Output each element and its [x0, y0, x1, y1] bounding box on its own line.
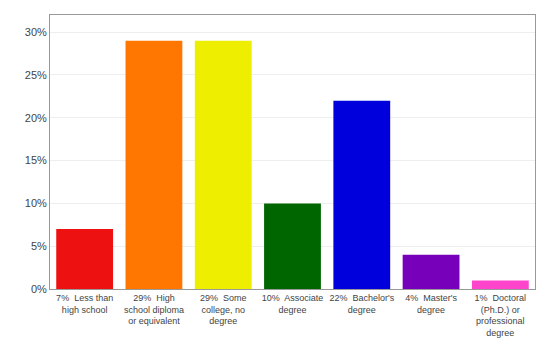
svg-text:15%: 15% — [25, 154, 47, 166]
svg-text:29% Highschool diplomaor equi: 29% Highschool diplomaor equivalent — [124, 293, 184, 326]
svg-text:29% Somecollege, nodegree: 29% Somecollege, nodegree — [200, 293, 247, 326]
svg-text:22% Bachelor'sdegree: 22% Bachelor'sdegree — [329, 293, 394, 315]
svg-text:25%: 25% — [25, 69, 47, 81]
svg-text:10%: 10% — [25, 197, 47, 209]
svg-text:0%: 0% — [31, 283, 47, 295]
svg-text:5%: 5% — [31, 240, 47, 252]
svg-text:30%: 30% — [25, 26, 47, 38]
svg-text:4% Master'sdegree: 4% Master'sdegree — [405, 293, 457, 315]
svg-text:7% Less thanhigh school: 7% Less thanhigh school — [56, 293, 113, 315]
svg-text:20%: 20% — [25, 112, 47, 124]
svg-text:1% Doctoral(Ph.D.) orprofessi: 1% Doctoral(Ph.D.) orprofessionaldegree — [475, 293, 527, 338]
svg-text:10% Associatedegree: 10% Associatedegree — [262, 293, 324, 315]
